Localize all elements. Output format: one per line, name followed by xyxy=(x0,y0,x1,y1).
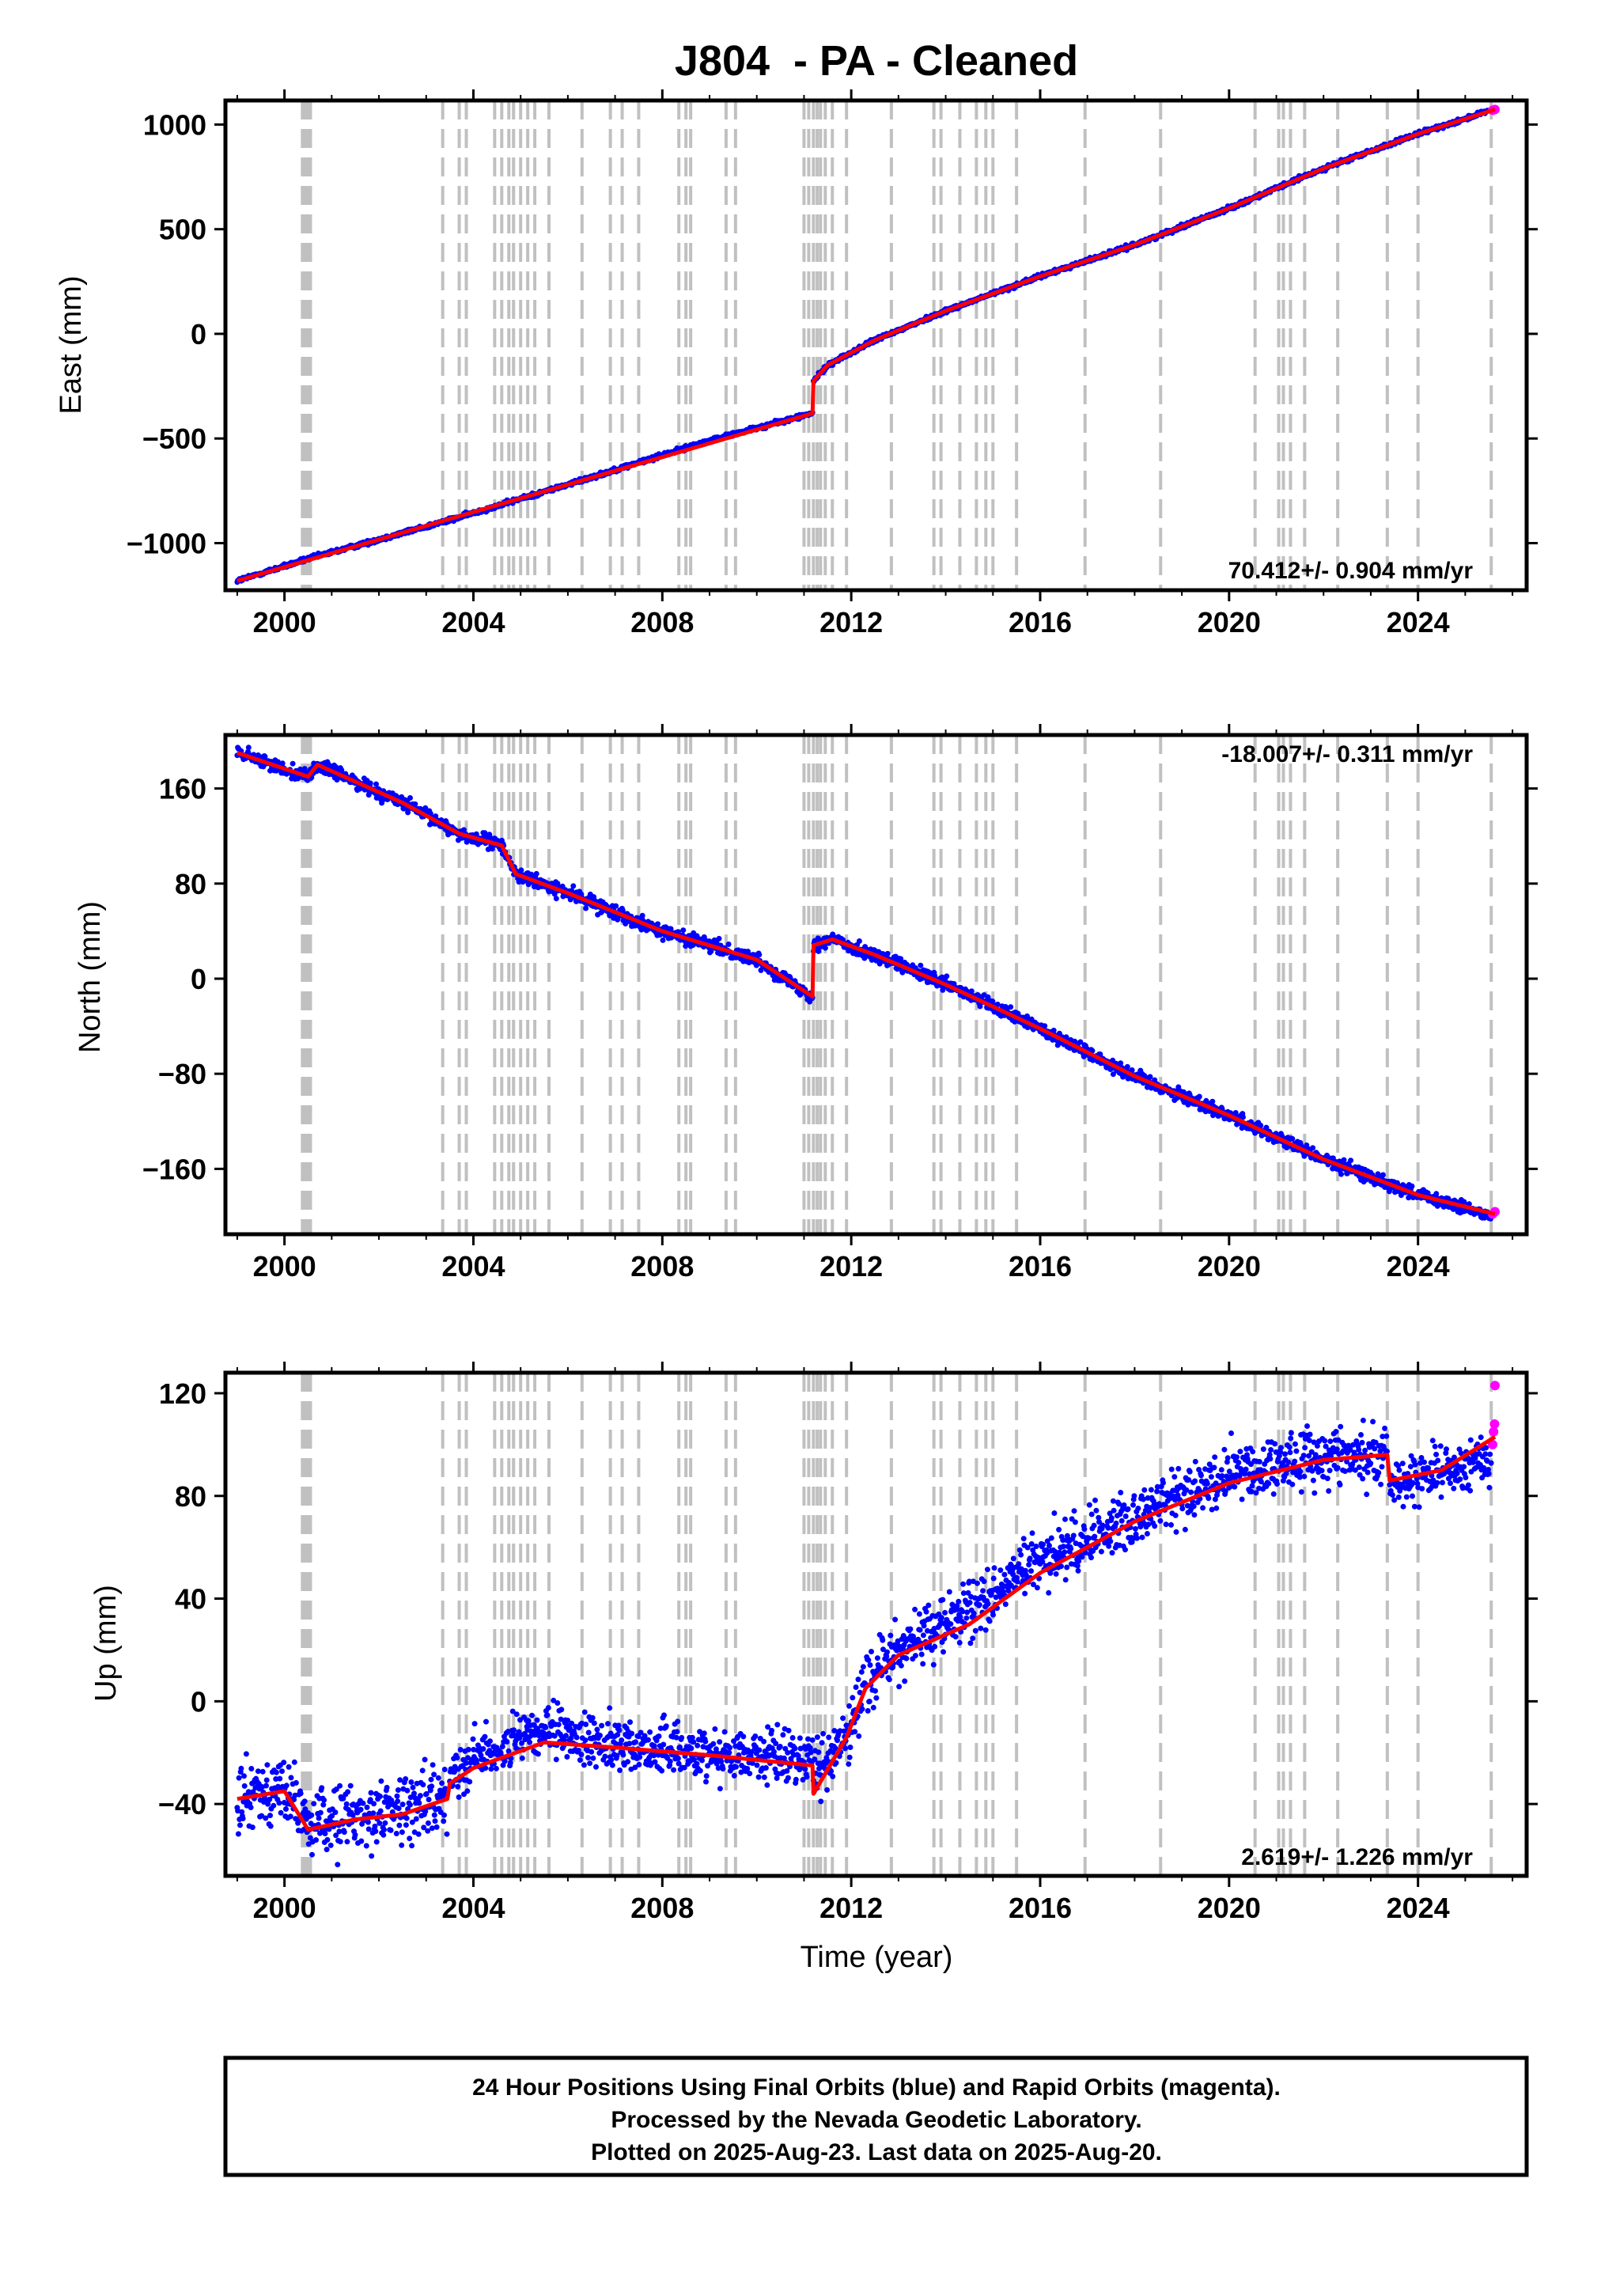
y-tick-label: 500 xyxy=(159,214,206,246)
panel-east: East (mm) 70.412+/- 0.904 mm/yr xyxy=(55,275,1473,584)
data-point-cloud xyxy=(810,1417,1390,1805)
y-tick-label: 160 xyxy=(159,773,206,805)
plot-area-2: 2000 2004 2008 2012 2016 2020 2024 160 80 0 −80 −16… xyxy=(142,724,1538,1283)
footer-line-2: Processed by the Nevada Geodetic Laborat… xyxy=(611,2107,1141,2133)
y-tick-label: 0 xyxy=(191,318,206,350)
plot-frame xyxy=(223,733,1529,1237)
footer-line-1: 24 Hour Positions Using Final Orbits (bl… xyxy=(472,2074,1281,2101)
panel-up: Up (mm) 2.619+/- 1.226 mm/yr Time (year) xyxy=(89,1585,1473,1974)
x-tick-label: 2000 xyxy=(253,1250,316,1283)
model-fit-line xyxy=(237,108,1496,583)
x-tick-label: 2004 xyxy=(441,1892,505,1924)
y-tick-label: 80 xyxy=(175,1480,206,1513)
series-final-orbits xyxy=(810,1417,1390,1805)
y-tick-label: 80 xyxy=(175,868,206,900)
figure-title: J804 - PA - Cleaned xyxy=(675,37,1078,85)
data-point xyxy=(1489,1381,1500,1391)
x-tick-label: 2008 xyxy=(630,606,694,638)
rate-label: -18.007+/- 0.311 mm/yr xyxy=(1221,741,1473,767)
plot-frame xyxy=(223,98,1529,593)
x-tick-label: 2024 xyxy=(1387,1250,1450,1283)
x-tick-label: 2020 xyxy=(1198,606,1261,638)
y-tick-label: −80 xyxy=(158,1058,206,1090)
series-final-orbits xyxy=(234,744,816,1005)
footer-frame xyxy=(223,2055,1529,2177)
data-point-cloud xyxy=(234,744,816,1005)
x-tick-label: 2020 xyxy=(1198,1892,1261,1924)
data-point xyxy=(1489,1419,1500,1429)
data-point-cloud xyxy=(810,108,1492,385)
x-tick-label: 2008 xyxy=(630,1250,694,1283)
y-axis-label: East (mm) xyxy=(55,275,88,414)
footer-box: 24 Hour Positions Using Final Orbits (bl… xyxy=(223,2055,1529,2177)
data-point-cloud xyxy=(234,1751,450,1868)
x-tick-label: 2016 xyxy=(1009,1250,1072,1283)
panel-north: North (mm) -18.007+/- 0.311 mm/yr xyxy=(74,741,1473,1053)
series-rapid-orbits xyxy=(1488,1381,1500,1449)
y-tick-label: 40 xyxy=(175,1583,206,1616)
y-tick-label: 0 xyxy=(191,1685,206,1718)
x-axis-label: Time (year) xyxy=(800,1941,953,1974)
x-tick-label: 2000 xyxy=(253,606,316,638)
plot-area-1: 2000 2004 2008 2012 2016 2020 2024 1000 500 0 −500… xyxy=(127,89,1538,638)
data-point-cloud xyxy=(810,931,1494,1222)
x-tick-label: 2004 xyxy=(441,1250,505,1283)
rate-label: 2.619+/- 1.226 mm/yr xyxy=(1241,1844,1473,1870)
x-tick-label: 2024 xyxy=(1387,1892,1450,1924)
series-final-orbits xyxy=(810,931,1494,1222)
y-tick-label: −1000 xyxy=(127,527,206,559)
y-axis-label: North (mm) xyxy=(74,901,107,1053)
y-tick-label: 0 xyxy=(191,963,206,995)
x-tick-label: 2012 xyxy=(819,606,883,638)
model-fit-line xyxy=(237,751,1496,1216)
series-final-orbits xyxy=(810,108,1492,385)
x-tick-label: 2008 xyxy=(630,1892,694,1924)
rate-label: 70.412+/- 0.904 mm/yr xyxy=(1228,558,1474,584)
x-tick-label: 2012 xyxy=(819,1892,883,1924)
x-tick-label: 2012 xyxy=(819,1250,883,1283)
model-fit-line xyxy=(237,1434,1497,1832)
data-point xyxy=(1489,1426,1499,1437)
x-tick-label: 2016 xyxy=(1009,1892,1072,1924)
footer-line-3: Plotted on 2025-Aug-23. Last data on 202… xyxy=(591,2139,1162,2165)
x-tick-label: 2024 xyxy=(1387,606,1450,638)
x-tick-label: 2016 xyxy=(1009,606,1072,638)
plot-frame xyxy=(223,1370,1529,1878)
y-axis-label: Up (mm) xyxy=(89,1585,123,1702)
x-tick-label: 2004 xyxy=(441,606,505,638)
y-tick-label: 120 xyxy=(159,1377,206,1410)
y-tick-label: −160 xyxy=(142,1153,206,1185)
y-tick-label: 1000 xyxy=(143,108,206,141)
y-tick-label: −500 xyxy=(142,422,206,455)
plot-area-3: 2000 2004 2008 2012 2016 2020 2024 120 80 40 0 −40 xyxy=(158,1362,1538,1924)
y-tick-label: −40 xyxy=(158,1788,206,1821)
x-tick-label: 2020 xyxy=(1198,1250,1261,1283)
series-final-orbits xyxy=(234,1751,450,1868)
data-point xyxy=(1488,1439,1498,1449)
x-tick-label: 2000 xyxy=(253,1892,316,1924)
